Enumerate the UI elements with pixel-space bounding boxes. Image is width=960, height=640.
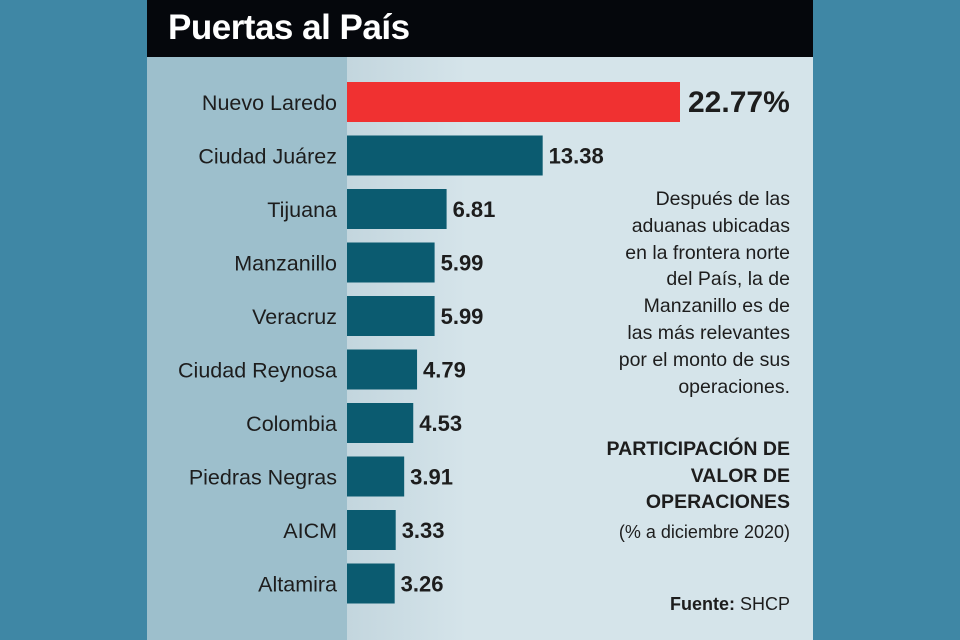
bar <box>347 349 418 390</box>
category-label: Altamira <box>258 573 337 597</box>
category-label: AICM <box>283 519 337 543</box>
bar <box>347 82 680 122</box>
annotation-line: las más relevantes <box>627 321 790 344</box>
category-label: Ciudad Reynosa <box>178 359 337 383</box>
infographic-panel: Puertas al País Nuevo Laredo 22.77% Ciudad… <box>147 0 813 640</box>
chart-period: (% a diciembre 2020) <box>618 522 790 542</box>
value-label: 4.79 <box>423 358 466 383</box>
bar <box>347 510 396 550</box>
annotation-line: en la frontera norte <box>625 241 790 264</box>
category-label: Ciudad Juárez <box>198 145 337 169</box>
annotation-line: por el monto de sus <box>618 348 790 371</box>
annotation-line: aduanas ubicadas <box>631 214 790 237</box>
value-label: 5.99 <box>441 304 484 329</box>
annotation: Después de las aduanas ubicadas en la fron… <box>530 186 790 400</box>
bar-chart: Nuevo Laredo 22.77% Ciudad Juárez 13.38 Tiju… <box>178 82 790 604</box>
bar <box>347 135 543 176</box>
chart-subtitle: PARTICIPACIÓN DE VALOR DE OPERACIONES <box>606 438 790 513</box>
category-label: Veracruz <box>252 305 337 329</box>
value-label: 3.33 <box>402 518 445 543</box>
bar <box>347 242 435 283</box>
value-label: 22.77% <box>688 86 790 119</box>
bar <box>347 456 405 497</box>
chart-title: Puertas al País <box>168 8 410 47</box>
title-bar: Puertas al País <box>147 0 813 57</box>
bar <box>347 563 395 604</box>
annotation-line: operaciones. <box>678 375 790 398</box>
annotation-line: Manzanillo es de <box>643 295 790 318</box>
value-label: 3.91 <box>410 465 453 490</box>
bar <box>347 403 414 443</box>
source: Fuente: SHCP <box>670 594 790 615</box>
annotation-line: del País, la de <box>666 268 790 291</box>
category-label: Tijuana <box>267 198 337 222</box>
category-label: Manzanillo <box>234 252 337 276</box>
bar <box>347 296 435 336</box>
source-label: Fuente: <box>669 594 735 614</box>
value-label: 4.53 <box>419 411 462 436</box>
value-label: 3.26 <box>401 572 444 597</box>
value-label: 5.99 <box>441 251 484 276</box>
value-label: 13.38 <box>549 144 604 169</box>
category-label: Piedras Negras <box>189 466 337 490</box>
source-value: SHCP <box>739 594 790 614</box>
bar <box>347 189 447 229</box>
annotation-line: Después de las <box>655 188 790 210</box>
category-label: Nuevo Laredo <box>202 91 337 115</box>
value-label: 6.81 <box>453 197 496 222</box>
category-label: Colombia <box>246 412 337 436</box>
label-column <box>147 57 347 640</box>
